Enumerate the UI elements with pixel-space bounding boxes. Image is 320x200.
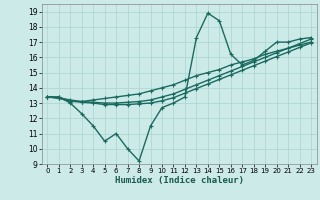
X-axis label: Humidex (Indice chaleur): Humidex (Indice chaleur) <box>115 176 244 185</box>
